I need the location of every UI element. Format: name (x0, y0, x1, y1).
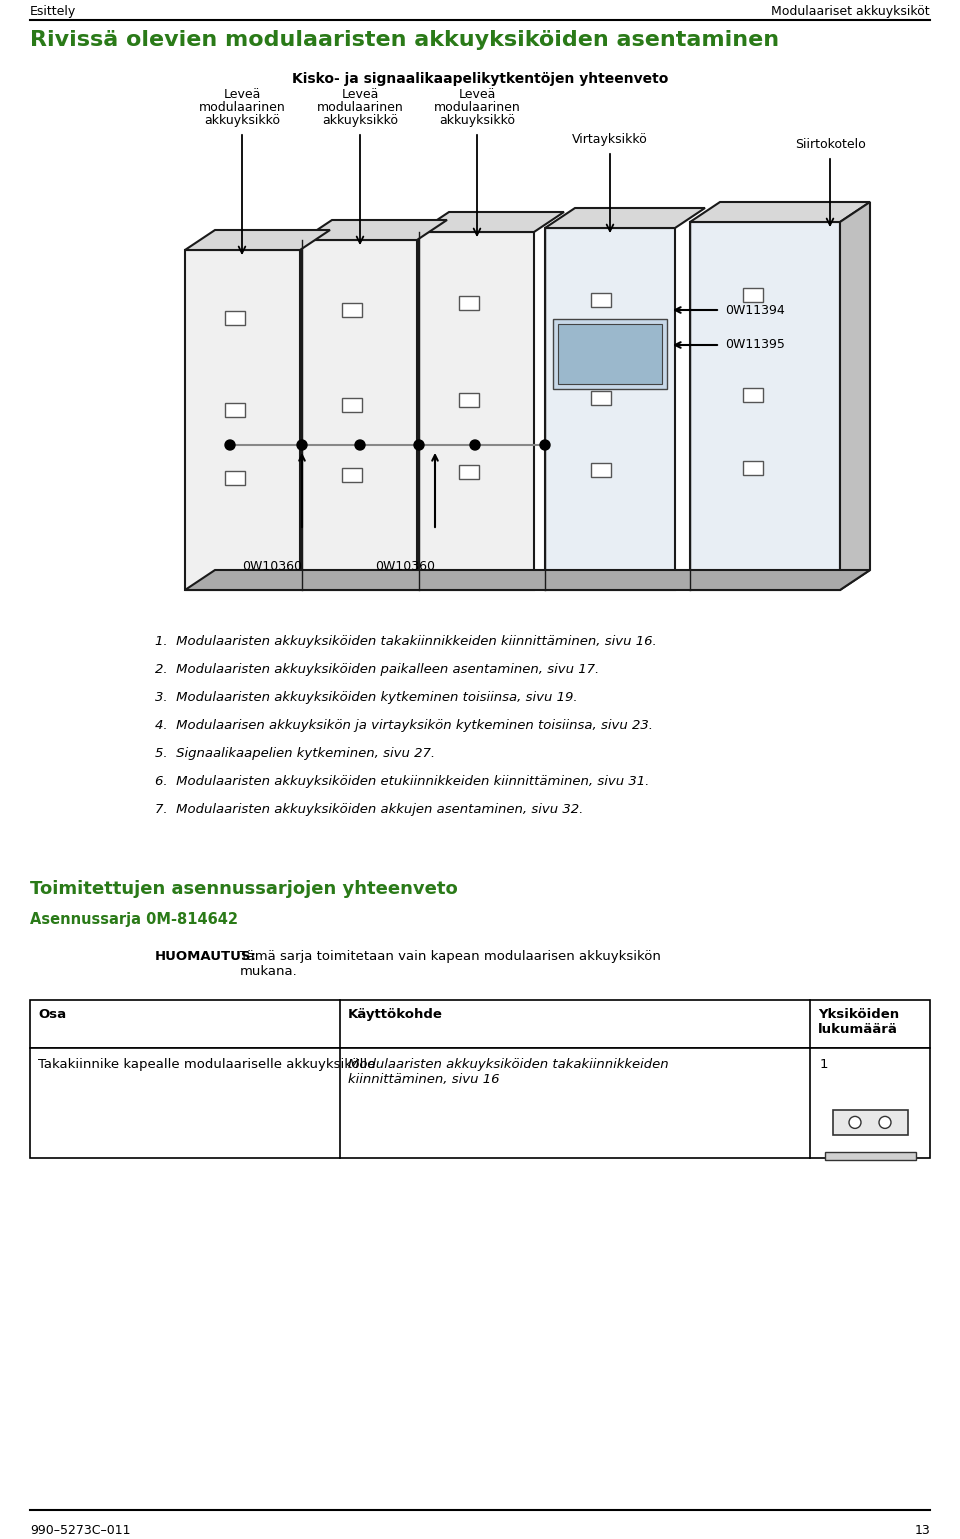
Text: Käyttökohde: Käyttökohde (348, 1008, 443, 1020)
Circle shape (470, 440, 480, 449)
Polygon shape (840, 202, 870, 589)
Text: 1: 1 (820, 1057, 828, 1071)
Text: Takakiinnike kapealle modulaariselle akkuyksikölle: Takakiinnike kapealle modulaariselle akk… (38, 1057, 375, 1071)
Bar (226, 471, 245, 485)
Text: akkuyksikkö: akkuyksikkö (322, 114, 398, 128)
Circle shape (879, 1116, 891, 1128)
Text: 13: 13 (914, 1524, 930, 1537)
Bar (590, 391, 611, 405)
Bar (343, 397, 362, 411)
Text: Siirtokotelo: Siirtokotelo (795, 139, 865, 151)
Circle shape (297, 440, 307, 449)
Text: 2.  Modulaaristen akkuyksiköiden paikalleen asentaminen, sivu 17.: 2. Modulaaristen akkuyksiköiden paikalle… (155, 663, 599, 676)
Polygon shape (185, 569, 870, 589)
Text: Osa: Osa (38, 1008, 66, 1020)
Bar (459, 465, 479, 479)
Bar (590, 292, 611, 308)
Text: modulaarinen: modulaarinen (317, 102, 403, 114)
Polygon shape (185, 229, 330, 249)
Bar (30, 1000, 930, 1048)
Text: Yksiköiden
lukumäärä: Yksiköiden lukumäärä (818, 1008, 900, 1036)
Circle shape (540, 440, 550, 449)
Text: 0W11394: 0W11394 (725, 303, 784, 317)
Circle shape (355, 440, 365, 449)
Bar (343, 303, 362, 317)
Text: Modulaaristen akkuyksiköiden takakiinnikkeiden
kiinnittäminen, sivu 16: Modulaaristen akkuyksiköiden takakiinnik… (348, 1057, 668, 1087)
Text: Virtayksikkö: Virtayksikkö (572, 132, 648, 146)
Text: 0W10360: 0W10360 (375, 560, 435, 573)
Text: Toimitettujen asennussarjojen yhteenveto: Toimitettujen asennussarjojen yhteenveto (30, 880, 458, 897)
Bar (590, 463, 611, 477)
Circle shape (849, 1116, 861, 1128)
Text: Modulaariset akkuyksiköt: Modulaariset akkuyksiköt (772, 5, 930, 18)
Bar (825, 1151, 916, 1160)
Text: akkuyksikkö: akkuyksikkö (439, 114, 515, 128)
Text: 1.  Modulaaristen akkuyksiköiden takakiinnikkeiden kiinnittäminen, sivu 16.: 1. Modulaaristen akkuyksiköiden takakiin… (155, 636, 657, 648)
Text: 6.  Modulaaristen akkuyksiköiden etukiinnikkeiden kiinnittäminen, sivu 31.: 6. Modulaaristen akkuyksiköiden etukiinn… (155, 776, 649, 788)
Bar (30, 1048, 930, 1157)
Bar (742, 388, 762, 402)
Polygon shape (302, 220, 447, 240)
Text: modulaarinen: modulaarinen (434, 102, 520, 114)
Text: HUOMAUTUS:: HUOMAUTUS: (155, 950, 257, 963)
Bar (545, 228, 675, 589)
Polygon shape (545, 208, 705, 228)
Bar (742, 462, 762, 476)
Bar (558, 323, 662, 383)
Text: akkuyksikkö: akkuyksikkö (204, 114, 280, 128)
Bar (226, 311, 245, 325)
Bar (343, 468, 362, 482)
Bar (833, 1110, 908, 1134)
Text: Leveä: Leveä (458, 88, 495, 102)
Bar (302, 240, 417, 589)
Circle shape (414, 440, 424, 449)
Circle shape (225, 440, 235, 449)
Bar (742, 288, 762, 302)
Text: 3.  Modulaaristen akkuyksiköiden kytkeminen toisiinsa, sivu 19.: 3. Modulaaristen akkuyksiköiden kytkemin… (155, 691, 578, 703)
Text: Kisko- ja signaalikaapelikytkentöjen yhteenveto: Kisko- ja signaalikaapelikytkentöjen yht… (292, 72, 668, 86)
Bar (553, 319, 667, 388)
Bar (185, 249, 300, 589)
Text: Leveä: Leveä (224, 88, 261, 102)
Text: 7.  Modulaaristen akkuyksiköiden akkujen asentaminen, sivu 32.: 7. Modulaaristen akkuyksiköiden akkujen … (155, 803, 584, 816)
Bar (690, 222, 840, 589)
Text: modulaarinen: modulaarinen (199, 102, 285, 114)
Polygon shape (690, 202, 870, 222)
Bar (419, 232, 534, 589)
Text: Asennussarja 0M-814642: Asennussarja 0M-814642 (30, 913, 238, 926)
Polygon shape (419, 212, 564, 232)
Text: 0W11395: 0W11395 (725, 339, 785, 351)
Text: 4.  Modulaarisen akkuyksikön ja virtayksikön kytkeminen toisiinsa, sivu 23.: 4. Modulaarisen akkuyksikön ja virtayksi… (155, 719, 653, 733)
Text: Leveä: Leveä (342, 88, 378, 102)
Bar (226, 403, 245, 417)
Text: 5.  Signaalikaapelien kytkeminen, sivu 27.: 5. Signaalikaapelien kytkeminen, sivu 27… (155, 746, 435, 760)
Bar (459, 297, 479, 311)
Text: Esittely: Esittely (30, 5, 76, 18)
Bar (459, 392, 479, 408)
Text: Rivissä olevien modulaaristen akkuyksiköiden asentaminen: Rivissä olevien modulaaristen akkuyksikö… (30, 29, 780, 49)
Text: Tämä sarja toimitetaan vain kapean modulaarisen akkuyksikön
mukana.: Tämä sarja toimitetaan vain kapean modul… (240, 950, 660, 977)
Text: 990–5273C–011: 990–5273C–011 (30, 1524, 131, 1537)
Text: 0W10360: 0W10360 (242, 560, 302, 573)
